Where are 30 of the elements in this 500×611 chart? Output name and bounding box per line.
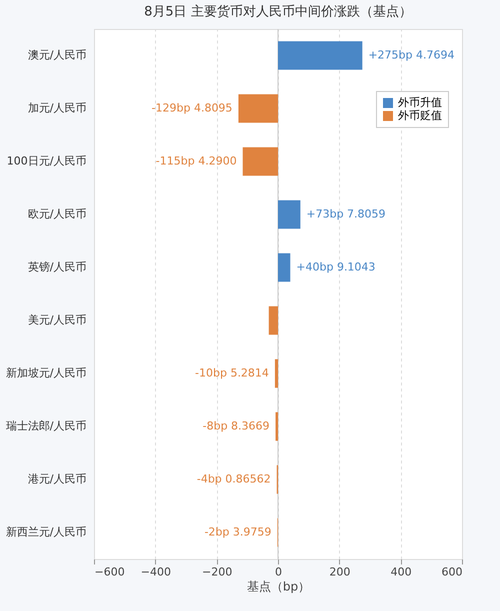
text: -115bp 4.2900 (156, 154, 237, 168)
x-tick-label: −600 (94, 566, 125, 578)
text: +275bp 4.7694 (368, 48, 455, 62)
text: +73bp 7.8059 (306, 208, 386, 220)
y-tick-label: 加元/人民币 (28, 102, 86, 114)
chart-title: 8月5日 主要货币对人民币中间价涨跌（基点） (144, 4, 412, 20)
legend-label: 外币升值 (398, 96, 442, 109)
text: +40bp 9.1043 (296, 260, 376, 274)
y-tick-label: 新加坡元/人民币 (6, 366, 86, 380)
text: -4bp 0.86562 (196, 472, 271, 486)
y-tick-label: 港元/人民币 (28, 472, 86, 486)
y-tick-label: 瑞士法郎/人民币 (6, 420, 86, 432)
x-tick-label: 200 (329, 566, 350, 578)
text: -10bp 5.2814 (195, 366, 269, 380)
x-axis-title: 基点（bp） (246, 580, 310, 594)
text: -2bp 3.9759 (204, 526, 272, 538)
x-tick-label: −200 (202, 566, 232, 578)
y-tick-label: 英镑/人民币 (28, 260, 86, 274)
x-tick-label: 600 (442, 566, 462, 578)
y-tick-label: 欧元/人民币 (28, 208, 86, 220)
x-tick-label: 400 (390, 566, 412, 578)
y-tick-label: 美元/人民币 (28, 314, 86, 326)
text: -129bp 4.8095 (152, 102, 232, 114)
legend-label: 外币贬值 (398, 109, 442, 122)
x-tick-label: −400 (140, 566, 171, 578)
text: -8bp 8.3669 (202, 420, 270, 432)
y-tick-label: 新西兰元/人民币 (6, 526, 86, 538)
y-tick-label: 澳元/人民币 (28, 48, 86, 62)
x-tick-label: 0 (275, 566, 282, 578)
y-tick-label: 100日元/人民币 (6, 154, 86, 168)
